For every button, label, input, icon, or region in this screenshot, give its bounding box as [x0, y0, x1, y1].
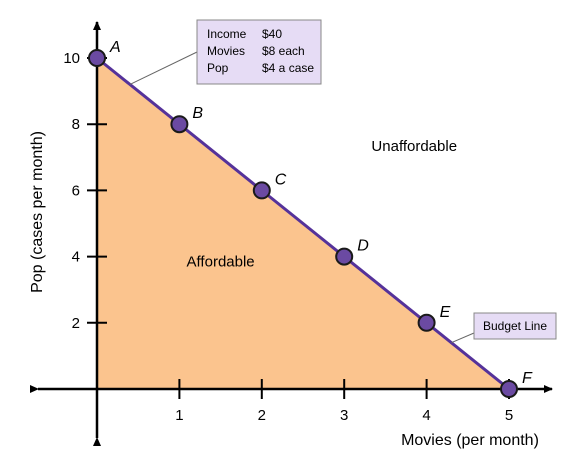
info-callout: Income $40 Movies $8 each Pop $4 a case: [129, 19, 322, 85]
x-tick-label: 1: [175, 407, 183, 424]
info-row-item: Movies: [207, 44, 245, 58]
y-tick-label: 8: [72, 116, 80, 133]
point-label-c: C: [275, 171, 287, 188]
budget-line-callout-box: [473, 312, 557, 340]
y-tick-label: 2: [72, 315, 80, 332]
region-label-affordable: Affordable: [187, 254, 255, 271]
info-row-value: $8 each: [262, 44, 305, 58]
region-labels: Affordable Unaffordable: [187, 138, 458, 271]
info-callout-box: [196, 19, 322, 85]
data-points: A B C D E F: [88, 39, 533, 398]
x-axis-title: Movies (per month): [401, 432, 539, 449]
x-tick-label: 5: [505, 407, 513, 424]
y-tick-label: 10: [63, 50, 80, 67]
y-axis-title: Pop (cases per month): [29, 131, 46, 293]
x-tick-label: 4: [422, 407, 430, 424]
budget-line-callout-text: Budget Line: [483, 319, 547, 333]
point-marker-d: [335, 247, 354, 266]
y-ticks: 2 4 6 8 10: [63, 50, 107, 332]
info-row-item: Income: [207, 27, 247, 41]
point-marker-b: [170, 115, 189, 134]
point-marker-c: [252, 181, 271, 200]
budget-line-callout: Budget Line: [451, 312, 557, 344]
info-row-value: $40: [262, 27, 282, 41]
y-tick-label: 4: [72, 249, 80, 266]
point-marker-f: [500, 380, 518, 398]
info-callout-leader: [129, 51, 198, 85]
point-marker-e: [417, 313, 436, 332]
y-tick-label: 6: [72, 182, 80, 199]
point-label-a: A: [109, 39, 121, 56]
info-row-value: $4 a case: [262, 61, 314, 75]
axes: [30, 21, 553, 446]
budget-line-callout-leader: [451, 332, 475, 344]
x-tick-label: 3: [340, 407, 348, 424]
info-row-item: Pop: [207, 61, 229, 75]
point-label-b: B: [192, 105, 203, 122]
x-tick-label: 2: [258, 407, 266, 424]
budget-line: [96, 56, 510, 391]
region-label-unaffordable: Unaffordable: [371, 138, 457, 155]
point-label-e: E: [440, 304, 451, 321]
point-label-f: F: [522, 370, 533, 387]
point-label-d: D: [357, 238, 369, 255]
point-marker-a: [88, 49, 106, 67]
